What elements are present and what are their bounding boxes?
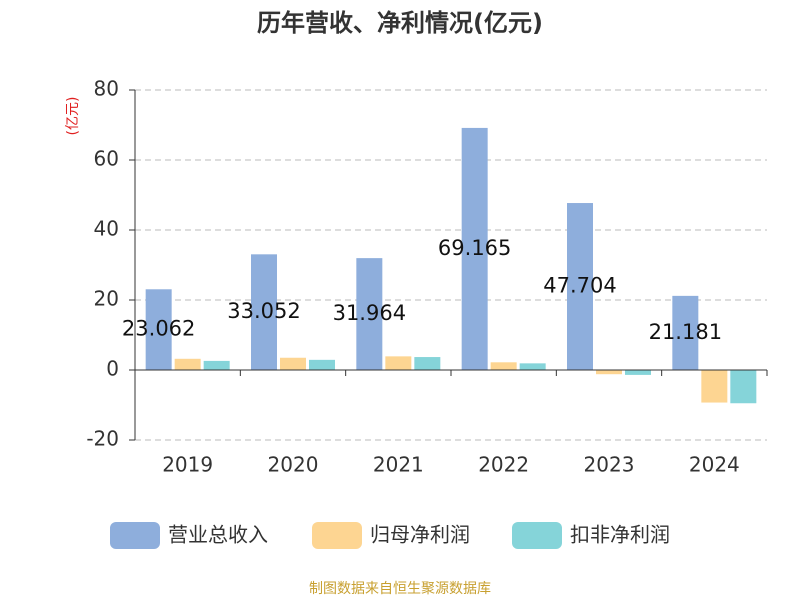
legend-swatch (512, 522, 562, 549)
bar (251, 254, 277, 370)
bar (567, 203, 593, 370)
bar (414, 357, 441, 370)
y-tick-label: 40 (94, 217, 119, 241)
legend-label: 扣非净利润 (570, 523, 670, 547)
legend-label: 营业总收入 (168, 523, 268, 547)
y-tick-label: 80 (94, 77, 119, 101)
value-label: 23.062 (122, 317, 195, 341)
y-axis-label: (亿元) (65, 97, 81, 136)
value-label: 31.964 (333, 301, 406, 325)
x-tick-label: 2023 (584, 453, 635, 477)
bar (730, 370, 757, 404)
x-tick-label: 2019 (162, 453, 213, 477)
legend-label: 归母净利润 (370, 523, 470, 547)
x-tick-label: 2021 (373, 453, 424, 477)
bar (203, 360, 230, 370)
bar (145, 289, 172, 370)
bar (490, 362, 517, 370)
value-label: 47.704 (543, 274, 616, 298)
chart-title: 历年营收、净利情况(亿元) (257, 9, 543, 37)
y-tick-label: -20 (86, 427, 119, 451)
value-label: 33.052 (227, 299, 300, 323)
legend-swatch (110, 522, 160, 549)
bar (461, 127, 488, 370)
bar (280, 357, 306, 370)
x-tick-label: 2024 (689, 453, 740, 477)
bar (625, 370, 651, 375)
legend-swatch (312, 522, 362, 549)
value-label: 69.165 (438, 236, 511, 260)
x-tick-label: 2022 (478, 453, 529, 477)
bar (701, 370, 728, 403)
bar (356, 258, 383, 370)
y-tick-label: 20 (94, 287, 119, 311)
bar (519, 363, 546, 370)
x-tick-label: 2020 (268, 453, 319, 477)
bar (385, 356, 412, 370)
bar (672, 295, 699, 370)
y-tick-label: 0 (106, 357, 119, 381)
bar (309, 359, 335, 370)
bar (174, 358, 201, 370)
bar (596, 370, 622, 375)
value-label: 21.181 (649, 320, 722, 344)
source-note: 制图数据来自恒生聚源数据库 (309, 581, 491, 597)
y-tick-label: 60 (94, 147, 119, 171)
